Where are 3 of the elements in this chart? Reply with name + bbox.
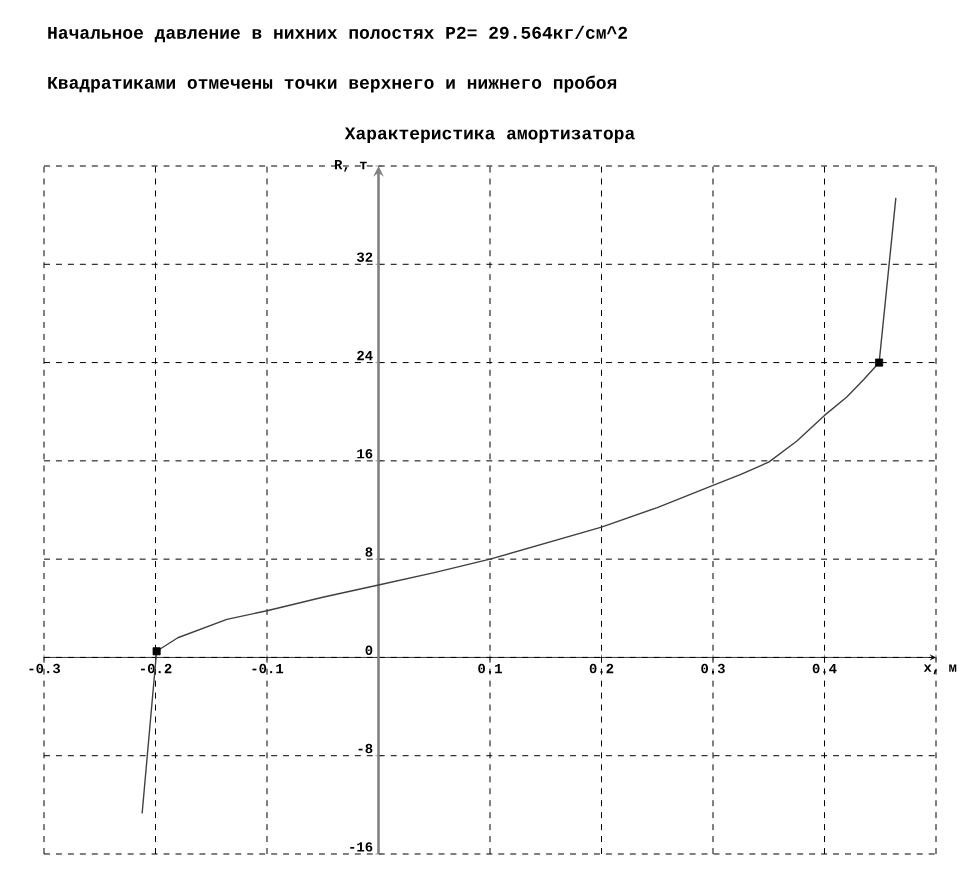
text: Начальное давление в нихних полостях P2= 29.564кг/см^2 bbox=[48, 25, 628, 43]
text: Квадратиками отмечены точки верхнего и нижнего пробоя bbox=[48, 75, 617, 93]
chart-title: Характеристика амортизатора bbox=[344, 127, 635, 144]
